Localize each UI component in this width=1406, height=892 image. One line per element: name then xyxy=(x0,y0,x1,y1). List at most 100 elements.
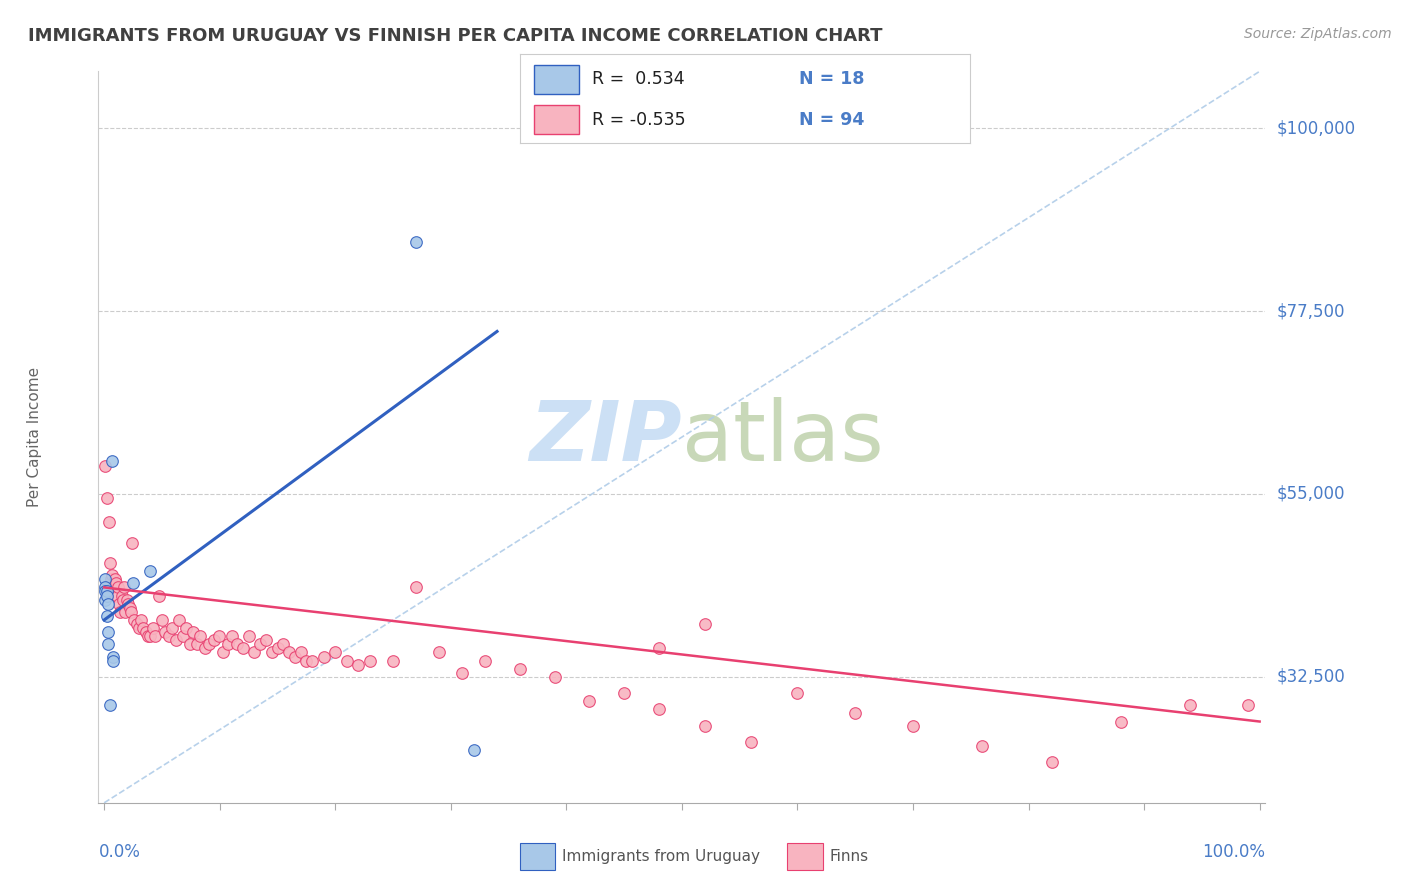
Point xyxy=(249,637,271,651)
Point xyxy=(135,625,157,640)
Point xyxy=(212,645,235,659)
Point xyxy=(1109,714,1132,729)
Text: IMMIGRANTS FROM URUGUAY VS FINNISH PER CAPITA INCOME CORRELATION CHART: IMMIGRANTS FROM URUGUAY VS FINNISH PER C… xyxy=(28,27,883,45)
Point xyxy=(132,621,155,635)
Point xyxy=(207,629,229,643)
Point xyxy=(1237,698,1260,713)
Point xyxy=(97,625,120,640)
Point xyxy=(544,670,567,684)
Point xyxy=(221,629,243,643)
Text: N = 18: N = 18 xyxy=(799,70,865,88)
Point xyxy=(97,597,120,611)
Point xyxy=(217,637,239,651)
Point xyxy=(901,718,924,732)
Point xyxy=(290,645,312,659)
Point xyxy=(312,649,335,664)
Point xyxy=(1180,698,1202,713)
Point xyxy=(405,235,427,249)
Point xyxy=(301,654,323,668)
Point xyxy=(740,735,762,749)
Point xyxy=(136,629,159,643)
Point xyxy=(117,592,139,607)
Point xyxy=(104,576,127,591)
Text: R =  0.534: R = 0.534 xyxy=(592,70,685,88)
Point xyxy=(266,641,288,656)
Point xyxy=(336,654,359,668)
Point xyxy=(693,718,716,732)
Point xyxy=(172,629,194,643)
Point xyxy=(111,592,134,607)
Point xyxy=(169,613,191,627)
Point xyxy=(100,572,122,586)
Point xyxy=(96,584,118,599)
Text: $32,500: $32,500 xyxy=(1277,668,1346,686)
Text: Finns: Finns xyxy=(830,849,869,863)
Point xyxy=(188,629,211,643)
Text: 0.0%: 0.0% xyxy=(98,843,141,861)
Point xyxy=(110,605,132,619)
Point xyxy=(155,625,177,640)
Point xyxy=(104,572,127,586)
Point xyxy=(117,597,139,611)
Point xyxy=(1040,755,1063,769)
Point xyxy=(118,600,141,615)
Text: Per Capita Income: Per Capita Income xyxy=(27,367,42,508)
Point xyxy=(284,649,307,664)
Point xyxy=(243,645,266,659)
Point xyxy=(139,564,162,578)
Text: atlas: atlas xyxy=(682,397,883,477)
Text: R = -0.535: R = -0.535 xyxy=(592,111,686,128)
Point xyxy=(463,743,485,757)
Point xyxy=(578,694,600,708)
Point xyxy=(94,584,117,599)
Point xyxy=(405,581,427,595)
Point xyxy=(108,597,131,611)
Point xyxy=(786,686,808,700)
Point xyxy=(129,613,152,627)
Point xyxy=(94,458,117,473)
Point xyxy=(97,516,120,530)
Point xyxy=(278,645,301,659)
Point xyxy=(112,581,135,595)
Point xyxy=(125,617,148,632)
Point xyxy=(972,739,994,753)
Point xyxy=(96,589,118,603)
Point xyxy=(110,589,132,603)
Point xyxy=(427,645,450,659)
Text: $55,000: $55,000 xyxy=(1277,485,1346,503)
Point xyxy=(271,637,294,651)
Point xyxy=(179,637,201,651)
Point xyxy=(142,621,165,635)
Point xyxy=(139,629,162,643)
Point xyxy=(648,641,671,656)
Point xyxy=(150,613,173,627)
Text: 100.0%: 100.0% xyxy=(1202,843,1265,861)
Point xyxy=(94,581,117,595)
Point xyxy=(382,654,405,668)
Point xyxy=(323,645,346,659)
Point xyxy=(94,592,117,607)
Point xyxy=(96,608,118,623)
Point xyxy=(474,654,496,668)
Point xyxy=(128,621,150,635)
Point xyxy=(295,654,318,668)
Text: $77,500: $77,500 xyxy=(1277,302,1346,320)
Point xyxy=(648,702,671,716)
Point xyxy=(202,633,225,648)
Point xyxy=(121,535,143,549)
Text: ZIP: ZIP xyxy=(529,397,682,477)
Point xyxy=(98,698,121,713)
Point xyxy=(94,572,117,586)
Point xyxy=(260,645,283,659)
Point xyxy=(122,576,145,591)
Point xyxy=(103,649,125,664)
Text: Immigrants from Uruguay: Immigrants from Uruguay xyxy=(562,849,761,863)
Point xyxy=(103,654,125,668)
Point xyxy=(101,568,124,582)
Point xyxy=(148,589,170,603)
Point xyxy=(162,621,184,635)
Point xyxy=(97,637,120,651)
Point xyxy=(186,637,208,651)
Text: Source: ZipAtlas.com: Source: ZipAtlas.com xyxy=(1244,27,1392,41)
Point xyxy=(97,581,120,595)
